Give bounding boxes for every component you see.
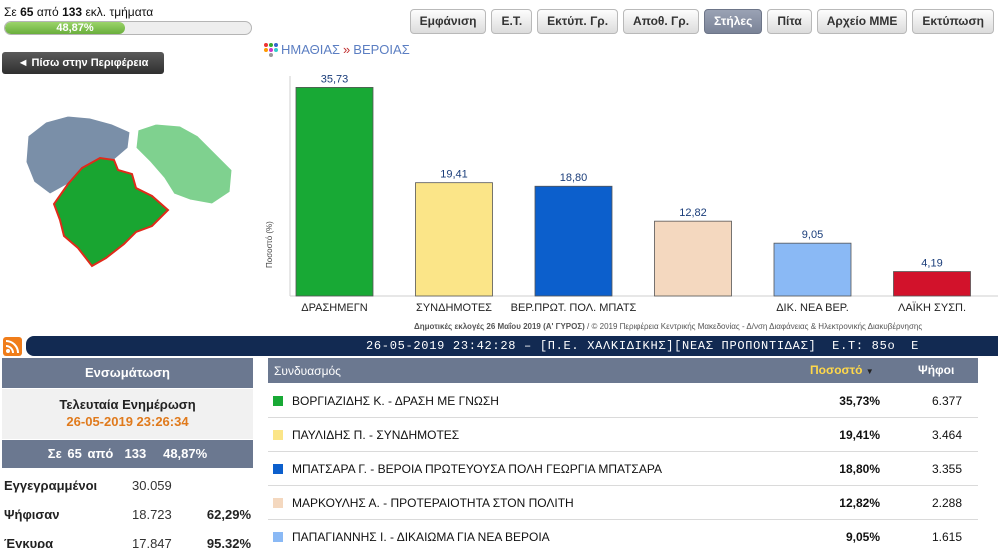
map-selected-municipality[interactable] xyxy=(52,156,170,268)
municipality-map[interactable] xyxy=(20,108,250,278)
last-update-time: 26-05-2019 23:26:34 xyxy=(66,414,189,429)
bar-1[interactable] xyxy=(415,182,493,297)
colored-dots-icon xyxy=(264,42,278,57)
category-label-5: ΛΑΪΚΗ ΣΥΣΠ. xyxy=(898,302,966,314)
party-votes: 3.355 xyxy=(931,462,962,476)
party-percent: 12,82% xyxy=(839,496,880,510)
status-suffix: εκλ. τμήματα xyxy=(85,5,154,19)
breadcrumb-separator: » xyxy=(343,42,351,57)
status-prefix: Σε xyxy=(4,5,17,19)
toolbar-button-0[interactable]: Εμφάνιση xyxy=(409,9,487,34)
stat-percent: 62,29% xyxy=(206,506,251,522)
table-row[interactable]: ΠΑΥΛΙΔΗΣ Π. - ΣΥΝΔΗΜΟΤΕΣ 19,41% 3.464 xyxy=(268,418,978,452)
stat-label: Έγκυρα xyxy=(4,535,54,548)
category-label-1: ΣΥΝΔΗΜΟΤΕΣ xyxy=(416,302,492,314)
party-name: ΠΑΠΑΓΙΑΝΝΗΣ Ι. - ΔΙΚΑΙΩΜΑ ΓΙΑ ΝΕΑ ΒΕΡΟΙΑ xyxy=(292,530,550,544)
back-to-region-button[interactable]: ◄ Πίσω στην Περιφέρεια xyxy=(2,52,164,74)
party-name: ΜΠΑΤΣΑΡΑ Γ. - ΒΕΡΟΙΑ ΠΡΩΤΕΥΟΥΣΑ ΠΟΛΗ ΓΕΩ… xyxy=(292,462,662,476)
bar-2[interactable] xyxy=(534,185,613,297)
party-percent: 18,80% xyxy=(839,462,880,476)
toolbar: Εμφάνιση Ε.Τ. Εκτύπ. Γρ. Αποθ. Γρ. Στήλες Πίτ… xyxy=(409,9,994,34)
rss-icon[interactable] xyxy=(3,337,22,356)
map-neighbor-green[interactable] xyxy=(135,123,233,205)
party-color-swatch xyxy=(273,498,283,508)
bar-value-label-3: 12,82 xyxy=(679,207,707,219)
stat-label: Εγγεγραμμένοι xyxy=(4,477,98,493)
party-color-swatch xyxy=(273,532,283,542)
y-axis-label: Ποσοστό (%) xyxy=(265,221,274,268)
party-color-swatch xyxy=(273,464,283,474)
header-votes[interactable]: Ψήφοι xyxy=(918,363,955,377)
last-update-box: Τελευταία Ενημέρωση 26-05-2019 23:26:34 xyxy=(2,389,253,439)
bar-3[interactable] xyxy=(654,220,732,297)
bar-value-label-1: 19,41 xyxy=(440,169,468,181)
results-bar-chart: Ποσοστό (%) 35,73 ΔΡΑΣΗΜΕΓΝ 19,41 ΣΥΝΔΗΜΟΤΕ… xyxy=(265,73,998,314)
breadcrumb-municipality: ΒΕΡΟΙΑΣ xyxy=(353,42,410,57)
toolbar-button-2[interactable]: Εκτύπ. Γρ. xyxy=(537,9,619,34)
table-row[interactable]: ΜΠΑΤΣΑΡΑ Γ. - ΒΕΡΟΙΑ ΠΡΩΤΕΥΟΥΣΑ ΠΟΛΗ ΓΕΩ… xyxy=(268,452,978,486)
toolbar-button-4[interactable]: Στήλες xyxy=(704,9,763,34)
party-votes: 3.464 xyxy=(931,428,962,442)
stat-value: 30.059 xyxy=(132,477,172,493)
table-row[interactable]: ΠΑΠΑΓΙΑΝΝΗΣ Ι. - ΔΙΚΑΙΩΜΑ ΓΙΑ ΝΕΑ ΒΕΡΟΙΑ… xyxy=(268,520,978,548)
breadcrumb: ΗΜΑΘΙΑΣ » ΒΕΡΟΙΑΣ xyxy=(264,42,410,57)
bar-4[interactable] xyxy=(773,242,852,297)
integration-count: Σε 65 από 133 48,87% xyxy=(2,440,253,468)
stat-label: Ψήφισαν xyxy=(4,506,60,522)
counting-progress-bar: 48,87% xyxy=(4,21,252,35)
stat-value: 17.847 xyxy=(132,535,172,548)
status-mid: από xyxy=(36,5,59,19)
progress-fill xyxy=(5,22,126,34)
chart-footer-copyright: / © 2019 Περιφέρεια Κεντρικής Μακεδονίας… xyxy=(584,322,923,331)
party-name: ΜΑΡΚΟΥΛΗΣ Α. - ΠΡΟΤΕΡΑΙΟΤΗΤΑ ΣΤΟΝ ΠΟΛΙΤΗ xyxy=(292,496,574,510)
header-percent[interactable]: Ποσοστό ▼ xyxy=(810,363,874,377)
chart-footer-election: Δημοτικές εκλογές 26 Μαΐου 2019 (Α' ΓΥΡΟ… xyxy=(414,322,585,331)
toolbar-button-5[interactable]: Πίτα xyxy=(767,9,812,34)
bar-0[interactable] xyxy=(295,87,374,297)
category-label-4: ΔΙΚ. ΝΕΑ ΒΕΡ. xyxy=(776,302,849,314)
stat-percent: 95,32% xyxy=(206,535,251,548)
status-counted: 65 xyxy=(20,5,34,19)
toolbar-button-7[interactable]: Εκτύπωση xyxy=(912,9,994,34)
bar-value-label-0: 35,73 xyxy=(321,73,349,85)
party-votes: 1.615 xyxy=(931,530,962,544)
bar-5[interactable] xyxy=(893,271,971,297)
news-ticker[interactable]: 26-05-2019 23:42:28 – [Π.Ε. ΧΑΛΚΙΔΙΚΗΣ][… xyxy=(26,336,998,356)
party-name: ΒΟΡΓΙΑΖΙΔΗΣ Κ. - ΔΡΑΣΗ ΜΕ ΓΝΩΣΗ xyxy=(292,394,499,408)
sort-down-icon: ▼ xyxy=(865,367,874,376)
stat-row-1: Ψήφισαν 18.723 62,29% xyxy=(2,501,253,527)
bars-group: 35,73 ΔΡΑΣΗΜΕΓΝ 19,41 ΣΥΝΔΗΜΟΤΕΣ 18,80 ΒΕΡ.ΠΡ… xyxy=(295,73,971,314)
toolbar-button-3[interactable]: Αποθ. Γρ. xyxy=(623,9,700,34)
category-label-0: ΔΡΑΣΗΜΕΓΝ xyxy=(301,302,368,314)
header-name[interactable]: Συνδυασμός xyxy=(274,364,341,378)
stat-row-2: Έγκυρα 17.847 95,32% xyxy=(2,530,253,548)
party-color-swatch xyxy=(273,430,283,440)
bar-value-label-2: 18,80 xyxy=(560,172,588,184)
status-total: 133 xyxy=(62,5,83,19)
bar-value-label-4: 9,05 xyxy=(802,229,823,241)
table-row[interactable]: ΒΟΡΓΙΑΖΙΔΗΣ Κ. - ΔΡΑΣΗ ΜΕ ΓΝΩΣΗ 35,73% 6.3… xyxy=(268,384,978,418)
party-percent: 9,05% xyxy=(845,530,880,544)
last-update-label: Τελευταία Ενημέρωση xyxy=(59,397,196,412)
counting-status: Σε 65 από 133 εκλ. τμήματα xyxy=(4,5,153,19)
category-label-2: ΒΕΡ.ΠΡΩΤ. ΠΟΛ. ΜΠΑΤΣ xyxy=(511,302,637,314)
stat-row-0: Εγγεγραμμένοι 30.059 xyxy=(2,472,253,498)
stat-value: 18.723 xyxy=(132,506,172,522)
breadcrumb-region[interactable]: ΗΜΑΘΙΑΣ xyxy=(281,42,341,57)
progress-label: 48,87% xyxy=(56,22,94,34)
toolbar-button-1[interactable]: Ε.Τ. xyxy=(491,9,533,34)
bar-value-label-5: 4,19 xyxy=(921,258,942,270)
toolbar-button-6[interactable]: Αρχείο ΜΜΕ xyxy=(816,9,908,34)
party-name: ΠΑΥΛΙΔΗΣ Π. - ΣΥΝΔΗΜΟΤΕΣ xyxy=(292,428,460,442)
table-row[interactable]: ΜΑΡΚΟΥΛΗΣ Α. - ΠΡΟΤΕΡΑΙΟΤΗΤΑ ΣΤΟΝ ΠΟΛΙΤΗ… xyxy=(268,486,978,520)
integration-panel-title: Ενσωμάτωση xyxy=(2,358,253,388)
party-color-swatch xyxy=(273,396,283,406)
party-percent: 35,73% xyxy=(839,394,880,408)
party-votes: 2.288 xyxy=(931,496,962,510)
party-votes: 6.377 xyxy=(931,394,962,408)
results-table-header: Συνδυασμός Ποσοστό ▼ Ψήφοι xyxy=(268,358,978,383)
chart-footer: Δημοτικές εκλογές 26 Μαΐου 2019 (Α' ΓΥΡΟ… xyxy=(414,322,922,331)
party-percent: 19,41% xyxy=(839,428,880,442)
